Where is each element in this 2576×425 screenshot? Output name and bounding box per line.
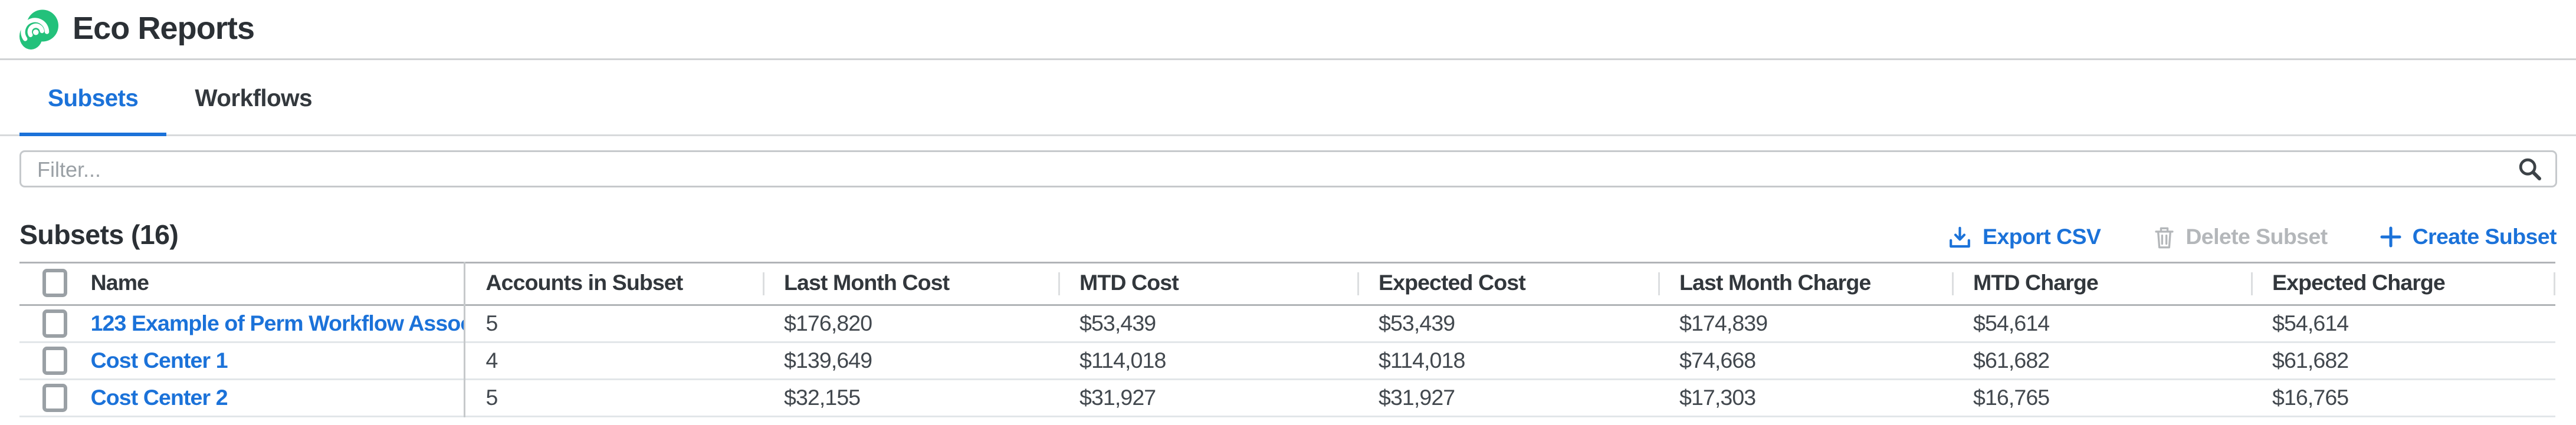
cell-expected-cost: $53,439 xyxy=(1379,310,1455,335)
cell-name: Cost Center 1 xyxy=(19,341,465,378)
select-all-checkbox[interactable] xyxy=(42,269,67,297)
cell-last-month-cost: $176,820 xyxy=(784,310,872,335)
cell-name: Cost Center 2 xyxy=(19,378,465,416)
subset-name-link[interactable]: Cost Center 2 xyxy=(90,384,228,410)
cell-last-month-cost: $32,155 xyxy=(784,384,861,410)
filter-input[interactable] xyxy=(19,150,2557,187)
column-header-mtd-cost: MTD Cost xyxy=(1058,262,1357,304)
cell-accounts: 5 xyxy=(485,384,498,410)
trash-icon xyxy=(2155,226,2174,248)
cell-last-month-cost: $139,649 xyxy=(784,347,872,373)
export-csv-label: Export CSV xyxy=(1983,225,2101,249)
row-checkbox[interactable] xyxy=(42,345,67,374)
tab-workflows[interactable]: Workflows xyxy=(195,84,313,111)
column-header-name: Name xyxy=(19,262,465,304)
action-buttons: Export CSV Delete Subset xyxy=(1949,225,2557,249)
tab-bar: Subsets Workflows xyxy=(0,60,2576,136)
table-header: Name Accounts in Subset Last Month Cost … xyxy=(19,262,2555,304)
create-subset-label: Create Subset xyxy=(2412,225,2557,249)
table-row: Cost Center 1 4 $139,649 $114,018 $114,0… xyxy=(19,341,2555,378)
cell-mtd-cost: $31,927 xyxy=(1079,384,1156,410)
tab-subsets[interactable]: Subsets xyxy=(19,60,167,136)
row-checkbox[interactable] xyxy=(42,383,67,411)
cell-accounts: 4 xyxy=(485,347,498,373)
column-header-last-month-charge: Last Month Charge xyxy=(1658,262,1952,304)
delete-subset-button[interactable]: Delete Subset xyxy=(2154,225,2328,249)
table-body: 123 Example of Perm Workflow Association… xyxy=(19,304,2555,416)
filter-bar xyxy=(19,150,2557,187)
column-header-expected-charge: Expected Charge xyxy=(2251,262,2555,304)
table-row: 123 Example of Perm Workflow Association… xyxy=(19,304,2555,341)
section-head: Subsets (16) Export CSV xyxy=(19,221,2557,251)
table-header-row: Name Accounts in Subset Last Month Cost … xyxy=(19,262,2555,304)
cell-expected-charge: $54,614 xyxy=(2272,310,2349,335)
export-csv-button[interactable]: Export CSV xyxy=(1949,225,2101,249)
cell-mtd-cost: $114,018 xyxy=(1079,347,1166,373)
column-label-name: Name xyxy=(90,271,149,295)
search-icon[interactable] xyxy=(2518,157,2541,180)
column-header-mtd-charge: MTD Charge xyxy=(1952,262,2251,304)
subset-name-link[interactable]: 123 Example of Perm Workflow Association xyxy=(90,310,462,335)
cell-mtd-charge: $61,682 xyxy=(1973,347,2050,373)
table-row: Cost Center 2 5 $32,155 $31,927 $31,927 … xyxy=(19,378,2555,416)
app-header: Eco Reports xyxy=(0,0,2576,60)
section-title: Subsets (16) xyxy=(19,221,179,251)
create-subset-button[interactable]: Create Subset xyxy=(2381,225,2557,249)
delete-subset-label: Delete Subset xyxy=(2186,225,2328,249)
cell-mtd-cost: $53,439 xyxy=(1079,310,1156,335)
cell-last-month-charge: $74,668 xyxy=(1679,347,1756,373)
cell-mtd-charge: $54,614 xyxy=(1973,310,2050,335)
cell-expected-charge: $16,765 xyxy=(2272,384,2349,410)
cell-last-month-charge: $174,839 xyxy=(1679,310,1768,335)
cell-name: 123 Example of Perm Workflow Association xyxy=(19,304,465,341)
column-header-last-month-cost: Last Month Cost xyxy=(763,262,1058,304)
page-title: Eco Reports xyxy=(73,11,255,46)
column-header-accounts: Accounts in Subset xyxy=(485,271,684,295)
download-icon xyxy=(1950,226,1971,247)
cell-last-month-charge: $17,303 xyxy=(1679,384,1756,410)
column-header-expected-cost: Expected Cost xyxy=(1357,262,1658,304)
cell-expected-charge: $61,682 xyxy=(2272,347,2349,373)
subsets-table: Name Accounts in Subset Last Month Cost … xyxy=(19,261,2555,417)
cell-expected-cost: $31,927 xyxy=(1379,384,1455,410)
plus-icon xyxy=(2381,226,2402,248)
cell-mtd-charge: $16,765 xyxy=(1973,384,2050,410)
row-checkbox[interactable] xyxy=(42,308,67,337)
app-logo-icon xyxy=(19,9,58,49)
subset-name-link[interactable]: Cost Center 1 xyxy=(90,347,228,373)
cell-accounts: 5 xyxy=(485,310,498,335)
cell-expected-cost: $114,018 xyxy=(1379,347,1465,373)
